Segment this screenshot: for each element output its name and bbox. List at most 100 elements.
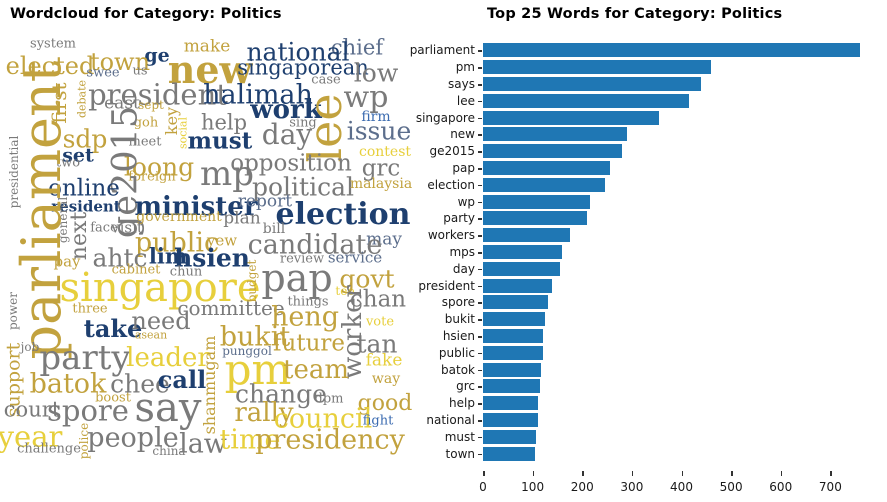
- word-say: say: [134, 385, 202, 431]
- word-government: government: [136, 209, 222, 225]
- y-tick-mark: [478, 134, 482, 136]
- word-hsien: hsien: [174, 243, 250, 273]
- word-team: team: [283, 355, 349, 385]
- word-ahtc: ahtc: [92, 243, 148, 273]
- bar-chart-panel: Top 25 Words for Category: Politics parl…: [410, 0, 887, 502]
- x-tick-mark: [483, 471, 485, 476]
- word-things: things: [287, 294, 329, 310]
- y-tick-mark: [478, 403, 482, 405]
- bar-lee: [483, 93, 689, 108]
- word-case: case: [311, 72, 341, 88]
- y-tick-label-public: public: [438, 345, 475, 360]
- word-service: service: [327, 248, 383, 267]
- bar-workers: [483, 228, 570, 243]
- bar-public: [483, 345, 543, 360]
- word-online: online: [48, 175, 120, 202]
- bar-hsien: [483, 329, 543, 343]
- word-heng: heng: [270, 301, 340, 333]
- word-presidency: presidency: [255, 424, 405, 456]
- word-need: need: [131, 307, 191, 335]
- word-general: general: [56, 196, 70, 244]
- word-system: system: [30, 36, 76, 52]
- y-tick-mark: [478, 151, 482, 153]
- word-low: low: [353, 58, 399, 88]
- x-tick-label-400: 400: [670, 480, 693, 494]
- wordcloud-title: Wordcloud for Category: Politics: [10, 6, 282, 22]
- word-swee: swee: [86, 65, 120, 81]
- word-teo: teo: [335, 284, 355, 298]
- y-tick-label-town: town: [445, 446, 475, 461]
- word-fight: fight: [362, 413, 394, 429]
- word-us: us: [132, 63, 148, 79]
- x-tick-mark: [681, 471, 683, 476]
- bar-new: [483, 127, 627, 142]
- bar-day: [483, 261, 560, 276]
- y-tick-mark: [478, 336, 482, 338]
- y-tick-label-grc: grc: [456, 379, 475, 394]
- bar-must: [483, 429, 536, 444]
- word-boost: boost: [95, 390, 131, 406]
- y-tick-mark: [478, 453, 482, 456]
- bar-town: [483, 446, 536, 461]
- x-tick-label-100: 100: [521, 480, 545, 494]
- word-halimah: halimah: [203, 79, 313, 111]
- word-dpm: dpm: [314, 391, 344, 407]
- word-must: must: [187, 127, 253, 155]
- word-review: review: [279, 251, 325, 267]
- wordcloud-canvas: system make chief national ge town elected new s…: [0, 35, 413, 460]
- word-east: east: [104, 93, 140, 114]
- y-tick-mark: [478, 436, 482, 439]
- word-singaporean: singaporean: [237, 55, 369, 80]
- word-public: public: [134, 227, 220, 259]
- y-tick-mark: [478, 50, 482, 52]
- bar-singapore: [483, 110, 660, 125]
- y-tick-label-singapore: singapore: [415, 110, 475, 125]
- word-court: court: [3, 397, 61, 422]
- word-set: set: [62, 144, 94, 167]
- bar-pm: [483, 60, 712, 75]
- y-tick-label-says: says: [448, 77, 475, 91]
- y-tick-mark: [478, 100, 482, 103]
- word-chief: chief: [330, 35, 384, 60]
- y-tick-label-lee: lee: [456, 93, 475, 108]
- word-elected: elected: [5, 52, 95, 80]
- bar-mps: [483, 245, 563, 259]
- word-rally: rally: [234, 398, 294, 428]
- word-law: law: [179, 428, 227, 460]
- x-tick-label-600: 600: [769, 480, 793, 494]
- y-tick-label-president: president: [418, 278, 475, 293]
- bar-says: [483, 77, 702, 91]
- word-three: three: [72, 301, 108, 317]
- y-tick-label-election: election: [427, 177, 475, 192]
- word-lim: lim: [148, 243, 188, 269]
- word-challenge: challenge: [17, 441, 81, 457]
- bar-chart-plot-area: parliament pm says lee singapore new ge2015 pap…: [410, 42, 880, 494]
- y-tick-label-wp: wp: [457, 194, 475, 209]
- x-tick-label-0: 0: [479, 480, 487, 494]
- word-issue: issue: [346, 116, 412, 146]
- word-good: good: [357, 391, 413, 416]
- bar-pap: [483, 161, 610, 175]
- y-tick-label-pap: pap: [452, 161, 475, 175]
- word-wp: wp: [343, 80, 389, 115]
- word-new: new: [167, 47, 253, 92]
- y-tick-label-party: party: [443, 211, 475, 226]
- x-tick-mark: [532, 471, 535, 476]
- word-future: future: [273, 330, 345, 357]
- y-tick-mark: [478, 235, 482, 237]
- y-tick-mark: [478, 285, 482, 288]
- word-malaysia: malaysia: [349, 176, 413, 192]
- y-tick-mark: [478, 184, 482, 187]
- word-president: president: [88, 77, 228, 112]
- x-tick-mark: [582, 471, 584, 476]
- y-tick-mark: [478, 352, 482, 355]
- bar-help: [483, 396, 539, 411]
- y-tick-mark: [478, 369, 482, 372]
- word-leader: leader: [126, 343, 210, 373]
- y-tick-label-new: new: [450, 127, 475, 142]
- y-tick-label-batok: batok: [441, 362, 475, 377]
- y-tick-label-help: help: [449, 396, 475, 411]
- word-pm: pm: [224, 345, 292, 394]
- word-bukit: bukit: [219, 321, 291, 353]
- word-pap: pap: [261, 256, 333, 300]
